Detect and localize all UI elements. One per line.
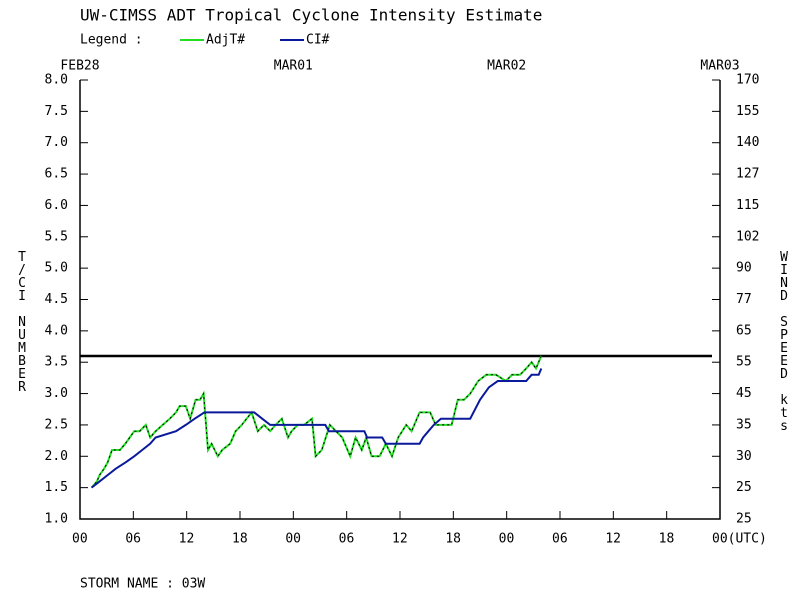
y2-tick-label: 25	[736, 512, 752, 527]
y-tick-label: 1.5	[45, 480, 68, 495]
x-tick-label: 12	[392, 532, 408, 547]
x-tick-label: 12	[605, 532, 621, 547]
x-tick-label: 06	[339, 532, 355, 547]
y2-tick-label: 170	[736, 73, 759, 88]
series-line	[90, 368, 543, 489]
y-tick-label: 4.5	[45, 292, 68, 307]
y2-tick-label: 45	[736, 386, 752, 401]
x-tick-label: 00	[72, 532, 88, 547]
y-axis-label: T/CI NUMBER	[15, 250, 30, 393]
x-tick-label: 18	[232, 532, 248, 547]
y2-tick-label: 25	[736, 480, 752, 495]
y2-tick-label: 65	[736, 323, 752, 338]
y-tick-label: 8.0	[45, 73, 68, 88]
x-tick-label: 12	[179, 532, 195, 547]
y-tick-label: 7.5	[45, 104, 68, 119]
y2-tick-label: 127	[736, 167, 759, 182]
y-tick-label: 6.0	[45, 198, 68, 213]
x-tick-label: 00	[285, 532, 301, 547]
y-tick-label: 3.5	[45, 355, 68, 370]
y-tick-label: 6.5	[45, 167, 68, 182]
x-tick-label: 00(UTC)	[712, 532, 767, 547]
y2-tick-label: 30	[736, 449, 752, 464]
footer: STORM NAME : 03W	[80, 577, 205, 592]
legend-label: CI#	[306, 33, 330, 48]
chart-title: UW-CIMSS ADT Tropical Cyclone Intensity …	[80, 6, 542, 25]
y2-axis-label: WIND SPEED kts	[777, 250, 792, 432]
date-label: MAR03	[700, 59, 739, 74]
legend-label: Legend :	[80, 33, 143, 48]
y-tick-label: 5.0	[45, 261, 68, 276]
date-label: MAR02	[487, 59, 526, 74]
y-tick-label: 2.0	[45, 449, 68, 464]
date-label: MAR01	[274, 59, 313, 74]
y-tick-label: 2.5	[45, 417, 68, 432]
x-tick-label: 06	[552, 532, 568, 547]
y-tick-label: 4.0	[45, 323, 68, 338]
legend: AdjT# CI#	[180, 33, 330, 48]
date-label: FEB28	[60, 59, 99, 74]
x-tick-label: 00	[499, 532, 515, 547]
y-tick-label: 1.0	[45, 512, 68, 527]
y2-tick-label: 115	[736, 198, 759, 213]
y2-tick-label: 155	[736, 104, 759, 119]
y2-tick-label: 90	[736, 261, 752, 276]
y-tick-label: 3.0	[45, 386, 68, 401]
y-tick-label: 7.0	[45, 135, 68, 150]
y2-tick-label: 35	[736, 417, 752, 432]
y2-tick-label: 140	[736, 135, 759, 150]
series-line-overlay	[91, 355, 542, 488]
y-tick-label: 5.5	[45, 229, 68, 244]
x-tick-label: 18	[445, 532, 461, 547]
y2-tick-label: 102	[736, 229, 759, 244]
legend-label: AdjT#	[206, 33, 245, 48]
x-tick-label: 18	[659, 532, 675, 547]
series-line	[90, 355, 543, 489]
y2-tick-label: 77	[736, 292, 752, 307]
x-tick-label: 06	[125, 532, 141, 547]
y2-tick-label: 55	[736, 355, 752, 370]
axis-frame	[79, 80, 721, 520]
